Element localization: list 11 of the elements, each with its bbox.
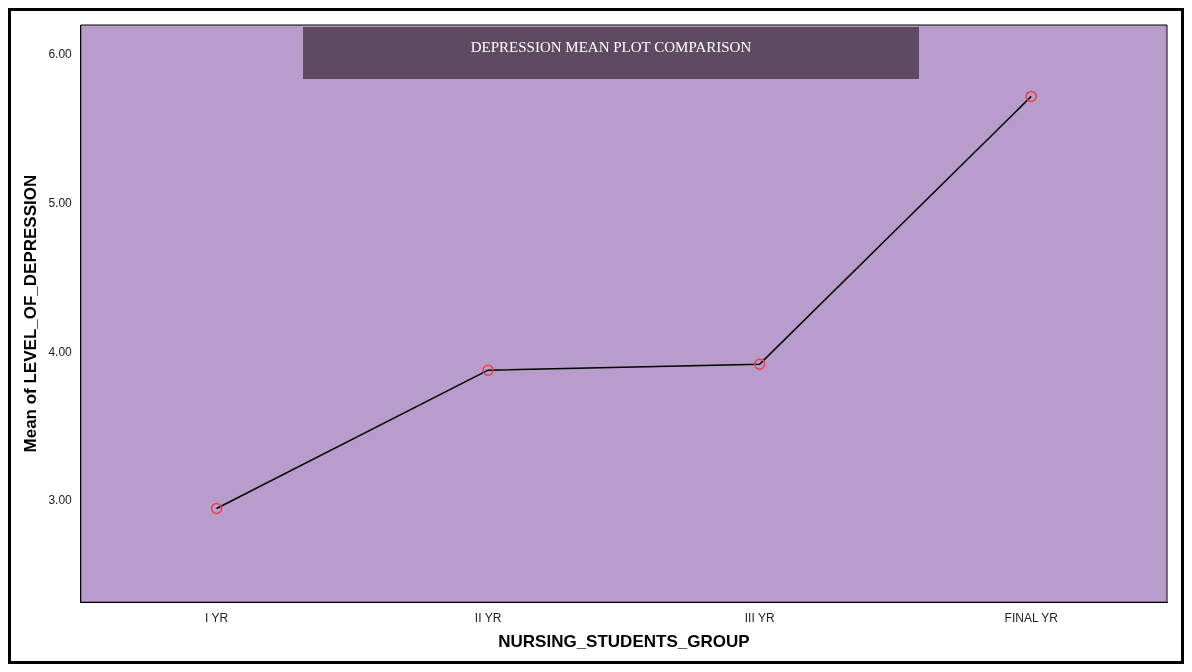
- x-tick-label: FINAL YR: [1004, 610, 1059, 625]
- y-tick-label: 5.00: [48, 195, 73, 210]
- x-tick-label: I YR: [204, 610, 229, 625]
- x-tick-label: III YR: [744, 610, 775, 625]
- title-banner: DEPRESSION MEAN PLOT COMPARISON: [303, 27, 919, 79]
- y-tick-label: 6.00: [48, 47, 73, 62]
- x-axis-title: NURSING_STUDENTS_GROUP: [498, 632, 750, 652]
- y-tick-label: 3.00: [48, 493, 73, 508]
- y-tick-label: 4.00: [48, 344, 73, 359]
- y-axis-title: Mean of LEVEL_OF_DEPRESSION: [20, 174, 40, 453]
- x-tick-label: II YR: [474, 610, 502, 625]
